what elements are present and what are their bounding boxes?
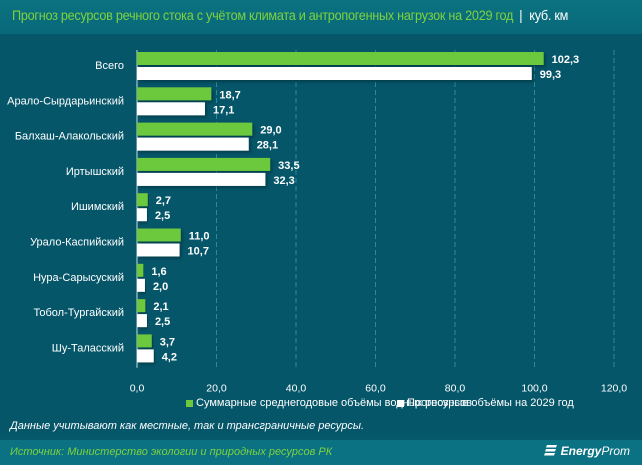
data-label: 1,6 (151, 266, 166, 278)
legend-item-forecast: Прогнозные объёмы на 2029 год (397, 397, 574, 409)
bar-forecast (137, 208, 147, 222)
x-tick-label: 100,0 (521, 383, 547, 394)
footer-bar: Источник: Министерство экологии и природ… (0, 440, 642, 465)
data-label: 4,2 (162, 351, 177, 363)
bar-forecast (137, 314, 147, 328)
data-label: 32,3 (273, 175, 294, 187)
title-unit: куб. км (529, 8, 569, 23)
data-label: 2,5 (155, 316, 170, 328)
data-label: 11,0 (189, 231, 210, 243)
x-tick-label: 40,0 (286, 383, 307, 394)
source-text: Источник: Министерство экологии и природ… (10, 446, 333, 458)
x-tick-labels: 0,0 20,0 40,0 60,0 80,0 100,0 120,0 (130, 383, 628, 394)
bar-total (137, 122, 253, 136)
legend-swatch-green (186, 399, 193, 407)
x-tick-label: 120,0 (601, 383, 627, 394)
category-label: Ишимский (71, 201, 124, 213)
bar-total (137, 263, 144, 277)
category-label: Всего (95, 60, 124, 72)
bar-total (137, 193, 148, 207)
x-tick-label: 20,0 (206, 383, 227, 394)
bar-forecast (137, 67, 532, 80)
data-label: 2,5 (155, 210, 170, 222)
bar-total (137, 157, 271, 171)
logo-text-bold: Energy (560, 444, 602, 458)
category-label: Тобол-Тургайский (34, 307, 124, 319)
category-label: Иртышский (66, 166, 124, 178)
category-labels: Всего Арало-Сырдарьинский Балхаш-Алакольск… (7, 60, 124, 354)
energyprom-logo: Energy Prom (543, 444, 630, 458)
data-label: 2,0 (153, 281, 168, 293)
chart-title: Прогноз ресурсов речного стока с учётом … (12, 8, 568, 23)
data-label: 10,7 (188, 246, 209, 258)
data-label: 28,1 (257, 140, 278, 152)
legend-label: Прогнозные объёмы на 2029 год (407, 397, 574, 409)
x-tick-label: 0,0 (130, 383, 145, 394)
bar-total (137, 87, 212, 101)
category-label: Шу-Таласский (52, 342, 124, 354)
data-label: 102,3 (552, 54, 580, 66)
category-label: Балхаш-Алакольский (15, 131, 124, 143)
category-label: Урало-Каспийский (30, 237, 124, 249)
title-text: Прогноз ресурсов речного стока с учётом … (12, 8, 514, 23)
bar-forecast (137, 172, 266, 186)
logo-icon (543, 445, 557, 456)
logo-text-rest: Prom (601, 444, 630, 458)
bar-total (137, 52, 544, 65)
data-label: 3,7 (160, 336, 175, 348)
data-label: 17,1 (213, 104, 234, 116)
bar-forecast (137, 137, 249, 151)
title-separator: | (519, 8, 523, 23)
header-bar: Прогноз ресурсов речного стока с учётом … (0, 0, 642, 34)
category-label: Нура-Сарысуский (33, 272, 124, 284)
bar-total (137, 299, 146, 313)
data-label: 2,7 (156, 195, 171, 207)
data-label: 99,3 (540, 69, 561, 81)
bars: 102,3 99,3 18,7 17,1 29,0 28,133,5 32,3 2,7 2,5 1… (137, 52, 579, 363)
bar-forecast (137, 278, 145, 292)
legend-swatch-white (397, 399, 404, 407)
bar-total (137, 228, 181, 242)
data-label: 33,5 (278, 160, 299, 172)
bar-forecast (137, 243, 180, 257)
data-label: 18,7 (219, 89, 240, 101)
bar-forecast (137, 349, 154, 363)
x-tick-label: 60,0 (365, 383, 386, 394)
bar-chart: 102,3 99,3 18,7 17,1 29,0 28,133,5 32,3 2,7 2,5 1… (7, 50, 628, 394)
category-label: Арало-Сырдарьинский (7, 95, 124, 107)
bar-forecast (137, 102, 205, 116)
data-label: 2,1 (153, 301, 168, 313)
bar-total (137, 334, 152, 348)
legend: Суммарные среднегодовые объёмы водных ре… (0, 397, 642, 413)
x-tick-label: 80,0 (445, 383, 466, 394)
data-label: 29,0 (260, 125, 281, 137)
footnote: Данные учитывают как местные, так и тран… (10, 420, 365, 432)
